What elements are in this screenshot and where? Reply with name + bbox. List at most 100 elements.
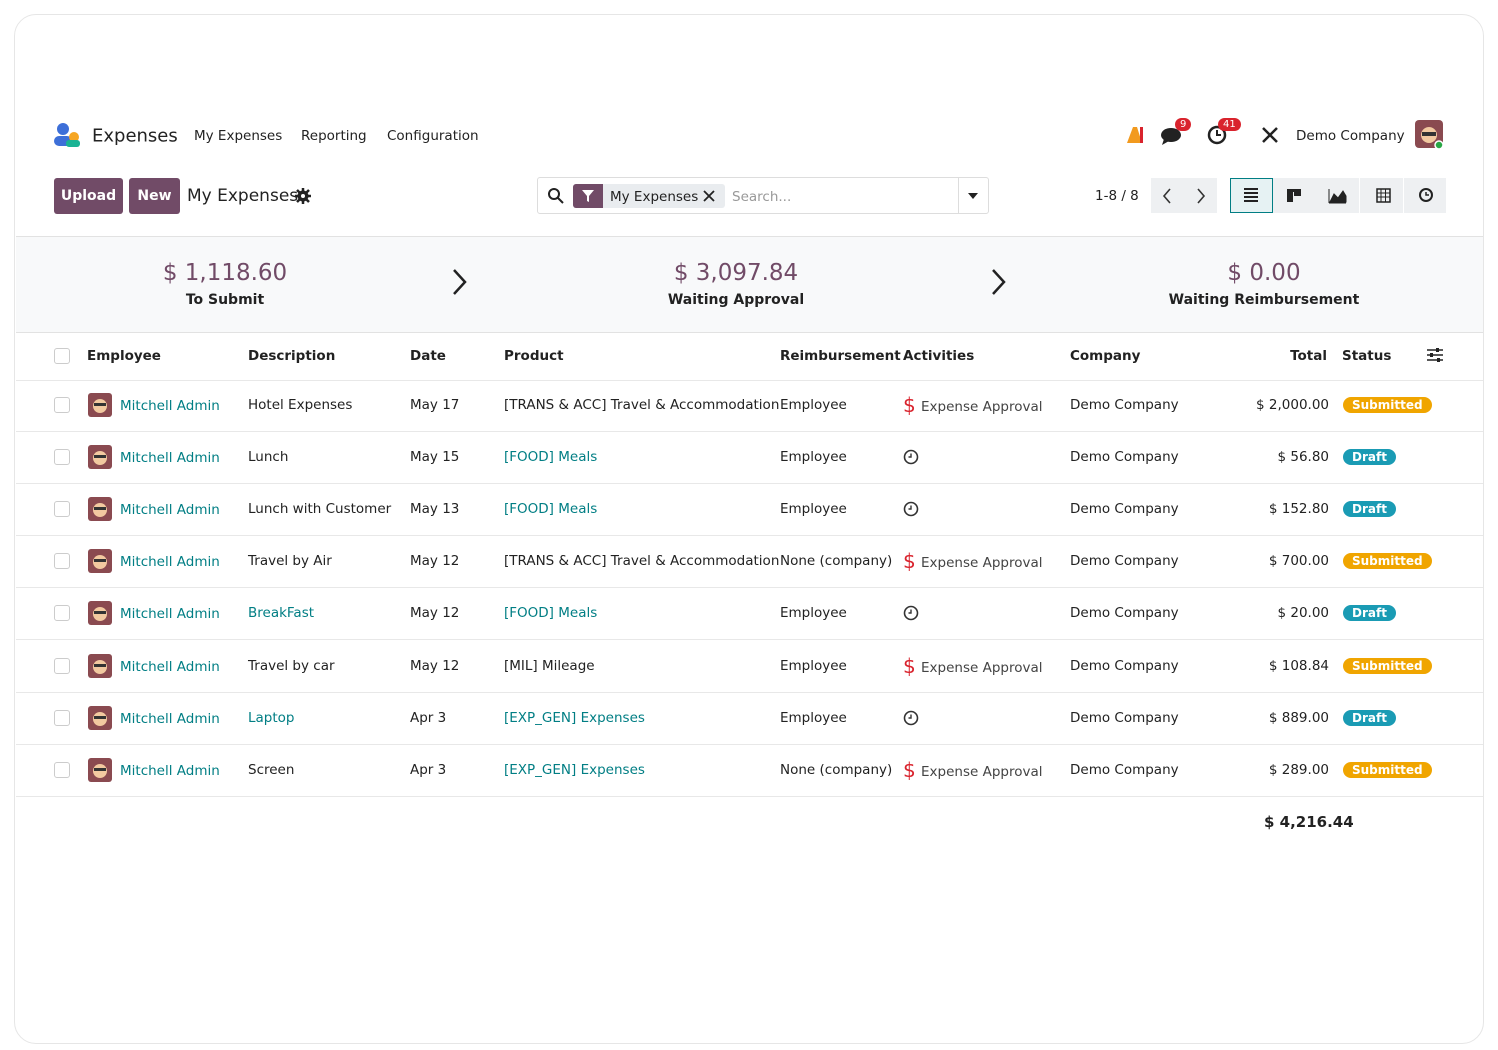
filter-icon	[582, 190, 594, 202]
date: May 13	[410, 501, 460, 518]
column-header[interactable]: Date	[410, 348, 446, 364]
employee[interactable]: Mitchell Admin	[120, 554, 220, 571]
description: Hotel Expenses	[248, 397, 353, 413]
activity-icon[interactable]: $	[903, 757, 916, 782]
company-switch[interactable]: Demo Company	[1296, 128, 1405, 144]
gear-icon[interactable]	[295, 188, 311, 204]
facet-remove[interactable]	[703, 190, 715, 202]
activity-icon[interactable]	[1206, 124, 1228, 146]
column-header[interactable]: Employee	[87, 348, 161, 364]
graph-view[interactable]	[1316, 178, 1359, 213]
user-avatar[interactable]	[1415, 120, 1445, 150]
column-header[interactable]: Company	[1070, 348, 1141, 364]
employee[interactable]: Mitchell Admin	[120, 710, 220, 727]
employee[interactable]: Mitchell Admin	[120, 502, 220, 519]
select-all[interactable]	[54, 348, 70, 364]
row-checkbox[interactable]	[54, 709, 70, 726]
status-badge: Draft	[1343, 449, 1396, 466]
total: $ 700.00	[1268, 553, 1329, 570]
facet-label: My Expenses	[610, 189, 699, 205]
row-checkbox[interactable]	[54, 657, 70, 674]
ai-icon[interactable]	[1125, 125, 1145, 145]
description: Lunch with Customer	[248, 501, 392, 518]
activity-icon[interactable]	[903, 449, 919, 469]
messages-icon[interactable]	[1160, 124, 1184, 146]
column-header[interactable]: Reimbursement	[780, 348, 901, 364]
optional-columns[interactable]	[1426, 346, 1444, 364]
divider	[958, 178, 959, 213]
column-header[interactable]: Product	[504, 348, 564, 364]
activity-icon[interactable]	[903, 605, 919, 625]
row-checkbox[interactable]	[54, 501, 70, 518]
company: Demo Company	[1070, 605, 1179, 622]
reimbursement: Employee	[780, 605, 847, 622]
date: Apr 3	[410, 709, 447, 726]
upload-button[interactable]: Upload	[54, 178, 123, 214]
employee[interactable]: Mitchell Admin	[120, 450, 220, 467]
activity-icon[interactable]: $	[903, 653, 916, 678]
activity[interactable]: Expense Approval	[921, 399, 1043, 415]
employee[interactable]: Mitchell Admin	[120, 606, 220, 623]
reimbursement: None (company)	[780, 761, 893, 778]
activity-icon[interactable]: $	[903, 549, 916, 574]
company: Demo Company	[1070, 449, 1179, 466]
employee[interactable]: Mitchell Admin	[120, 398, 220, 414]
activity-icon[interactable]	[903, 710, 919, 730]
list-view[interactable]	[1230, 178, 1273, 213]
column-header[interactable]: Activities	[903, 348, 975, 364]
product: [TRANS & ACC] Travel & Accommodation	[504, 553, 780, 570]
search-toggle[interactable]	[967, 192, 979, 200]
reimbursement: Employee	[780, 397, 847, 413]
company: Demo Company	[1070, 761, 1179, 778]
column-header[interactable]: Total	[1290, 348, 1327, 364]
menu-item[interactable]: Reporting	[301, 128, 367, 144]
employee-avatar	[88, 393, 112, 417]
summary-label: Waiting Approval	[667, 292, 805, 308]
product: [FOOD] Meals	[504, 449, 598, 466]
row-separator	[16, 483, 1483, 485]
activity[interactable]: Expense Approval	[921, 555, 1043, 572]
row-checkbox[interactable]	[54, 397, 70, 413]
product: [FOOD] Meals	[504, 501, 598, 518]
employee-avatar	[88, 757, 112, 782]
pager: 1-8 / 8	[1095, 188, 1139, 204]
menu-item[interactable]: My Expenses	[194, 128, 283, 144]
status-badge: Draft	[1343, 709, 1396, 726]
summary-amount: $ 0.00	[1227, 260, 1301, 286]
activity[interactable]: Expense Approval	[921, 763, 1043, 780]
column-header[interactable]: Description	[248, 348, 336, 364]
reimbursement: Employee	[780, 657, 847, 674]
column-header[interactable]: Status	[1342, 348, 1392, 364]
row-separator	[16, 535, 1483, 537]
activity-view[interactable]	[1404, 178, 1446, 213]
row-checkbox[interactable]	[54, 761, 70, 778]
employee[interactable]: Mitchell Admin	[120, 658, 220, 675]
search-input[interactable]: Search...	[732, 189, 792, 205]
date: May 12	[410, 657, 460, 674]
app-icon	[54, 123, 80, 147]
row-checkbox[interactable]	[54, 553, 70, 570]
company: Demo Company	[1070, 397, 1179, 413]
search-box[interactable]	[537, 177, 989, 214]
company: Demo Company	[1070, 501, 1179, 518]
menu-item[interactable]: Configuration	[387, 128, 479, 144]
company: Demo Company	[1070, 657, 1179, 674]
pager-arrows[interactable]	[1160, 187, 1210, 205]
row-checkbox[interactable]	[54, 605, 70, 622]
employee[interactable]: Mitchell Admin	[120, 762, 220, 779]
row-checkbox[interactable]	[54, 449, 70, 466]
app-name[interactable]: Expenses	[92, 125, 178, 147]
settings-icon[interactable]	[1260, 125, 1280, 145]
employee-avatar	[88, 705, 112, 730]
grand-total: $ 4,216.44	[1264, 813, 1354, 831]
summary-label: Waiting Reimbursement	[1168, 292, 1360, 308]
total: $ 56.80	[1277, 449, 1329, 466]
activity[interactable]: Expense Approval	[921, 659, 1043, 676]
new-button[interactable]: New	[129, 178, 180, 214]
row-separator	[16, 743, 1483, 745]
description: Screen	[248, 761, 295, 778]
activity-icon[interactable]	[903, 501, 919, 521]
description: Lunch	[248, 449, 289, 466]
activity-icon[interactable]: $	[903, 393, 916, 417]
